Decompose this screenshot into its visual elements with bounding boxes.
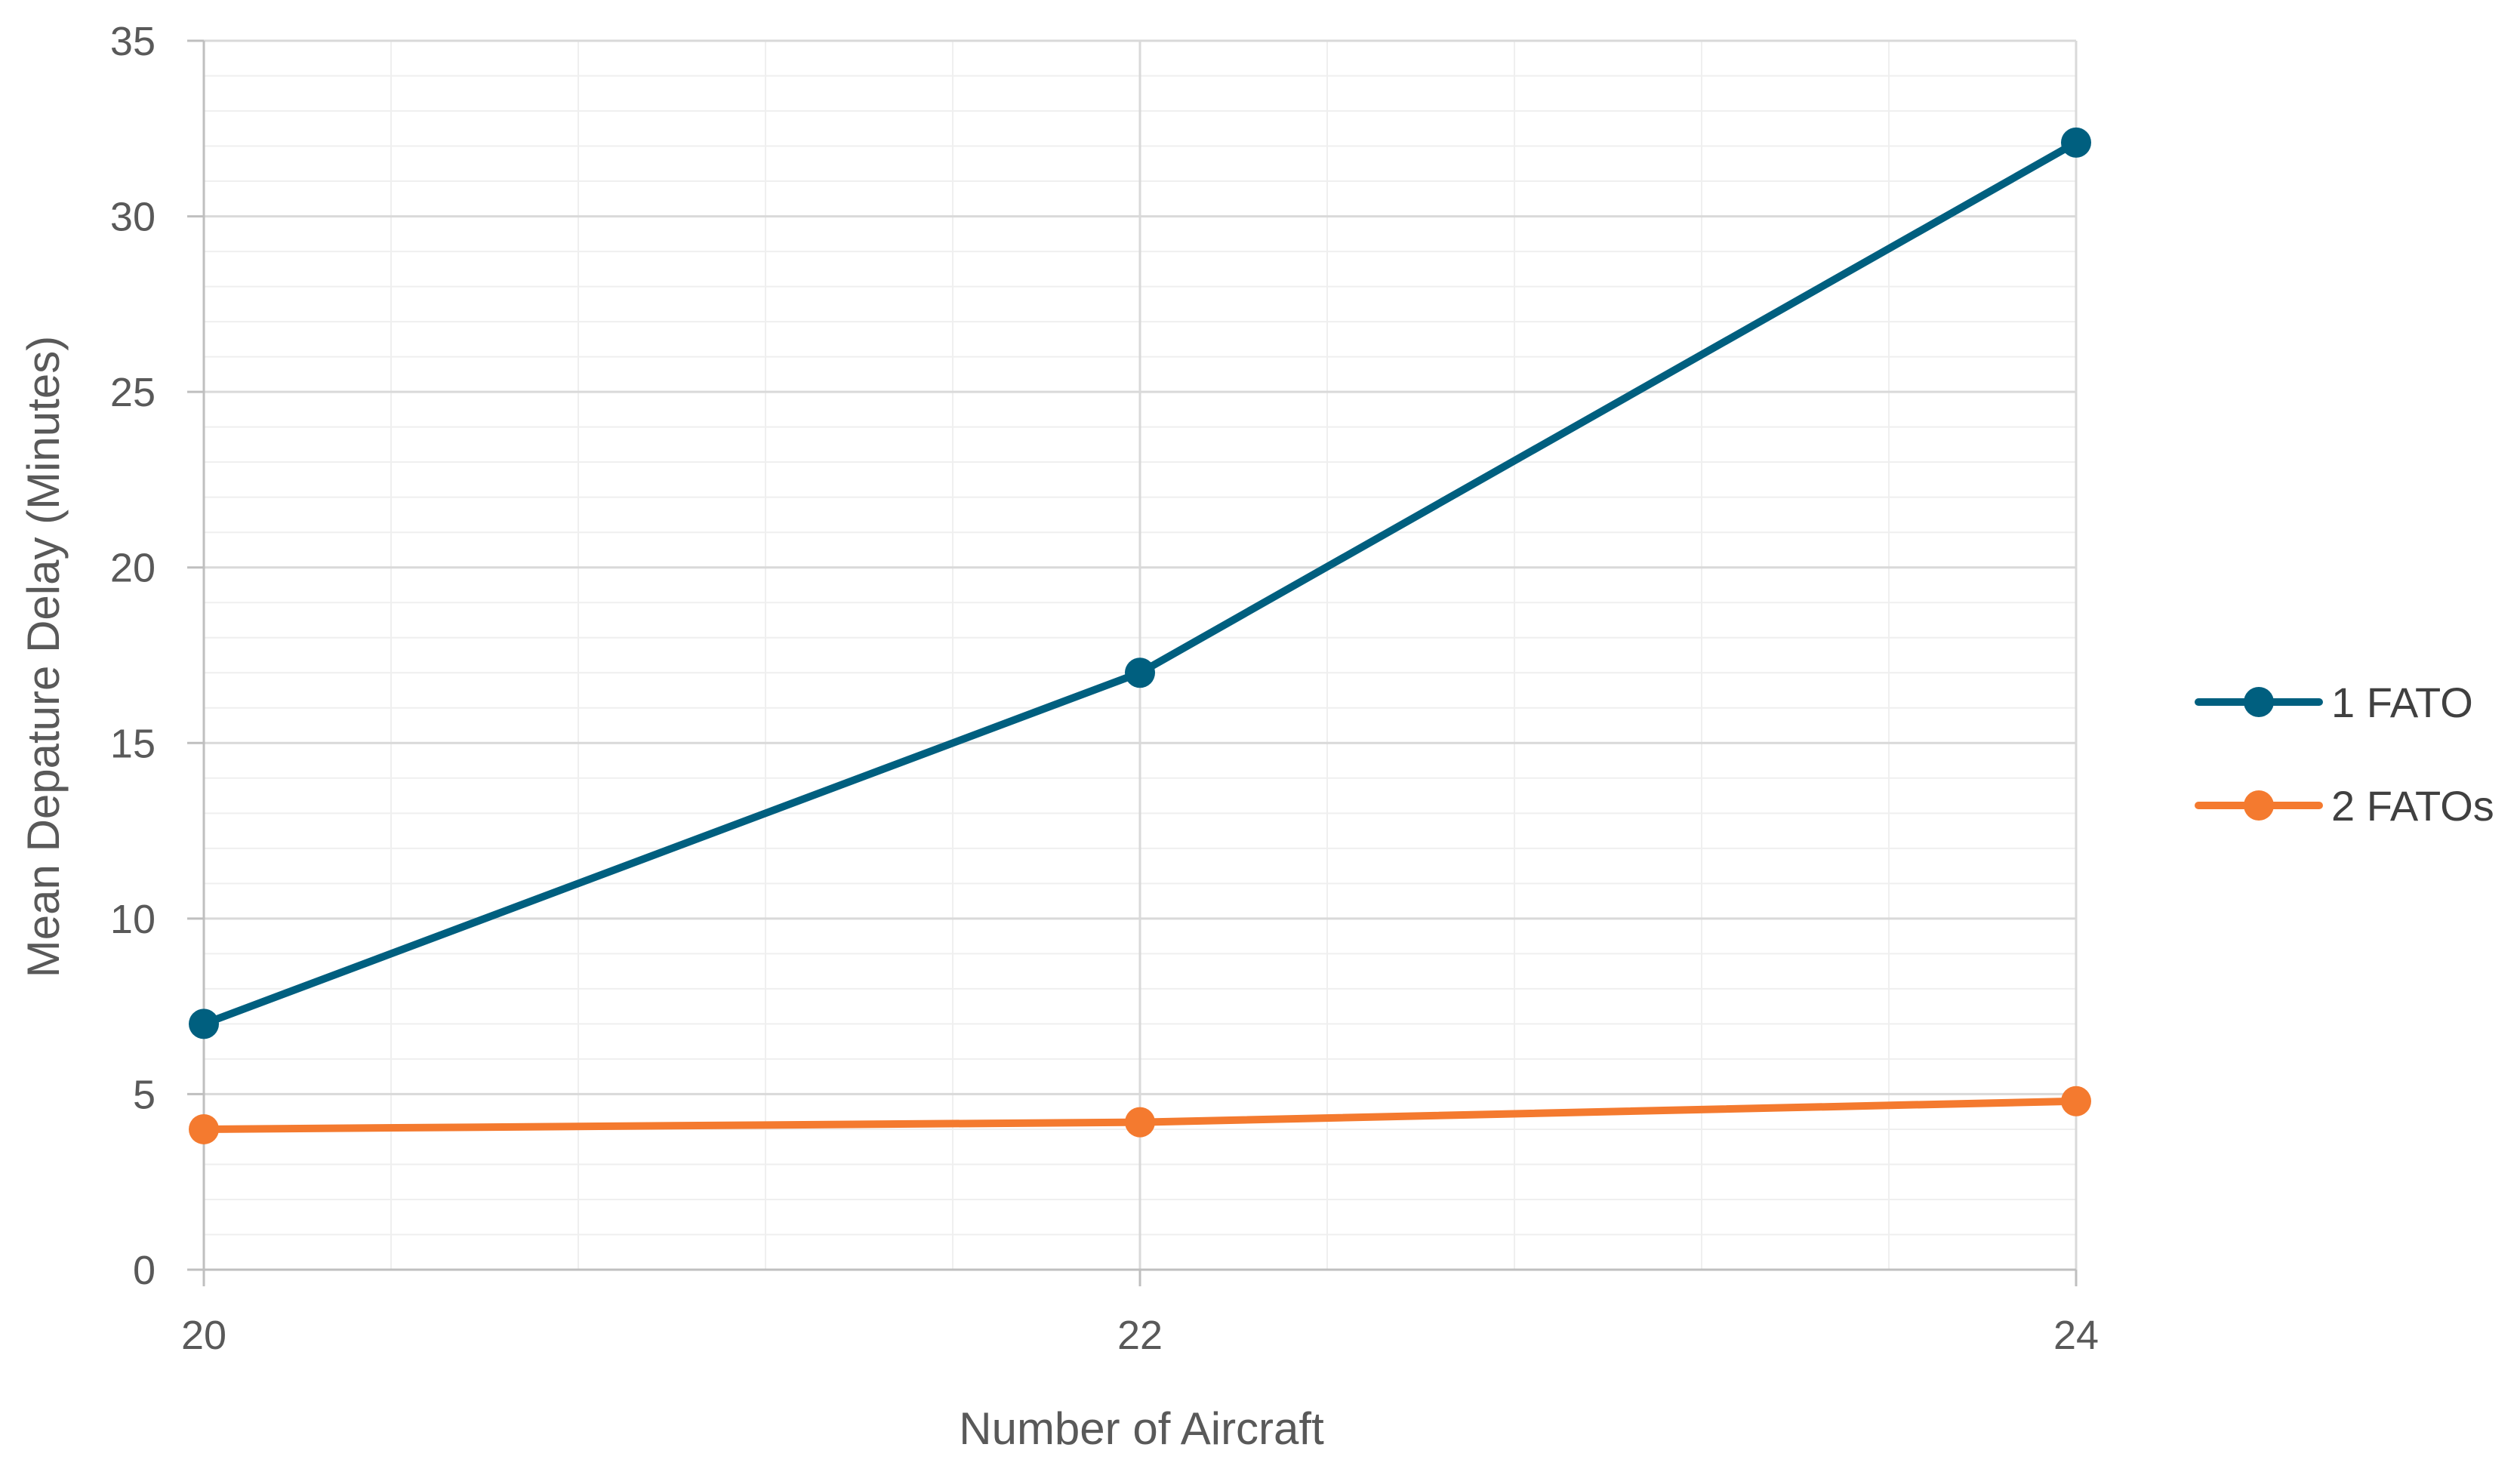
legend-marker [2244, 790, 2274, 821]
x-axis-ticks: 20 22 24 [181, 1270, 2099, 1358]
y-tick-label: 0 [133, 1248, 156, 1293]
y-tick-label: 5 [133, 1072, 156, 1117]
data-point [1125, 1107, 1155, 1138]
series-lines [189, 127, 2091, 1144]
y-tick-label: 15 [110, 721, 156, 766]
data-point [1125, 657, 1155, 688]
legend: 1 FATO 2 FATOs [2195, 679, 2494, 830]
y-axis-label: Mean Depature Delay (Minutes) [18, 336, 69, 978]
data-point [2061, 127, 2091, 158]
y-tick-label: 20 [110, 546, 156, 591]
x-tick-label: 20 [181, 1313, 226, 1358]
x-axis-label: Number of Aircraft [959, 1403, 1324, 1454]
x-tick-label: 24 [2053, 1313, 2099, 1358]
legend-label: 2 FATOs [2331, 782, 2494, 830]
legend-marker [2244, 687, 2274, 717]
data-point [189, 1009, 219, 1039]
y-tick-label: 35 [110, 19, 156, 64]
data-point [189, 1113, 219, 1144]
data-point [2061, 1086, 2091, 1116]
y-axis-ticks: 0 5 10 15 20 25 30 35 [110, 19, 204, 1293]
y-tick-label: 25 [110, 370, 156, 415]
y-tick-label: 30 [110, 195, 156, 240]
legend-label: 1 FATO [2331, 679, 2473, 726]
major-gridlines [202, 39, 2078, 1271]
x-tick-label: 22 [1117, 1313, 1163, 1358]
y-tick-label: 10 [110, 897, 156, 942]
